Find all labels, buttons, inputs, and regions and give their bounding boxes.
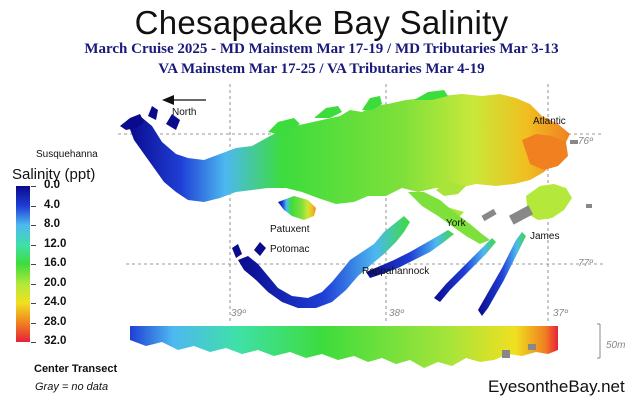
rappahannock-river — [366, 230, 454, 278]
center-transect-profile — [130, 326, 558, 368]
legend-tick-mark — [31, 205, 36, 207]
upper-bay-region — [128, 94, 570, 204]
legend-tick-label: 0.0 — [44, 179, 60, 191]
no-data-note: Gray = no data — [35, 381, 109, 393]
atlantic-outflow — [522, 134, 568, 170]
lower-bay-mainstem — [408, 192, 490, 244]
label-potomac: Potomac — [270, 244, 310, 255]
transect-label: Center Transect — [34, 363, 118, 375]
label-atlantic: Atlantic — [533, 116, 566, 127]
legend-tick-label: 4.0 — [44, 198, 60, 211]
north-arrow-icon — [162, 95, 206, 105]
legend-tick-label: 20.0 — [44, 276, 67, 289]
brand-link[interactable]: EyesontheBay.net — [488, 377, 625, 396]
grid-label-39: 39º — [231, 308, 246, 319]
grid-label-38: 38º — [389, 308, 404, 319]
salinity-color-scale — [16, 186, 30, 342]
potomac-river — [238, 216, 410, 308]
label-york: York — [446, 218, 466, 229]
label-james: James — [530, 231, 560, 242]
legend-title: Salinity (ppt) — [12, 166, 96, 183]
depth-scale-bar — [597, 323, 601, 359]
grid-label-77: 77º — [578, 258, 593, 269]
legend-tick-label: 12.0 — [44, 237, 67, 250]
depth-scale-label: 50m — [606, 340, 626, 351]
grid-label-37: 37º — [553, 308, 568, 319]
legend-tick-mark — [31, 283, 36, 285]
label-susquehanna: Susquehanna — [36, 149, 98, 160]
york-river — [434, 238, 496, 302]
legend-tick-label: 24.0 — [44, 296, 67, 308]
map-title: Chesapeake Bay Salinity — [134, 4, 509, 41]
bay-mouth — [526, 184, 572, 220]
legend-tick-label: 16.0 — [44, 257, 67, 269]
subtitle-line-1: March Cruise 2025 - MD Mainstem Mar 17-1… — [84, 41, 559, 57]
no-data-areas — [481, 140, 592, 225]
upper-tributaries — [268, 90, 448, 134]
potomac-upper-branch — [232, 242, 266, 258]
label-patuxent: Patuxent — [270, 224, 310, 235]
legend-tick-mark — [31, 303, 36, 304]
label-rappahannock: Rappahannock — [362, 266, 430, 277]
grid-label-76: 76º — [578, 136, 593, 147]
transect-no-data — [502, 344, 536, 358]
legend-tick-mark — [31, 264, 36, 265]
james-river — [478, 232, 526, 316]
legend-tick-label: 28.0 — [44, 315, 67, 328]
legend-tick-mark — [31, 342, 36, 343]
legend-tick-mark — [31, 244, 36, 246]
legend-tick-label: 8.0 — [44, 218, 60, 230]
eastern-shore-inlets — [418, 182, 466, 218]
susquehanna-flats — [120, 106, 180, 130]
salinity-map — [118, 84, 603, 368]
label-north: North — [172, 107, 197, 118]
legend-tick-label: 32.0 — [44, 335, 67, 347]
patuxent-river — [278, 196, 316, 220]
legend-tick-mark — [31, 225, 36, 226]
legend-tick-mark — [31, 322, 36, 324]
subtitle-line-2: VA Mainstem Mar 17-25 / VA Tributaries M… — [158, 61, 485, 77]
legend-tick-mark — [31, 186, 36, 187]
